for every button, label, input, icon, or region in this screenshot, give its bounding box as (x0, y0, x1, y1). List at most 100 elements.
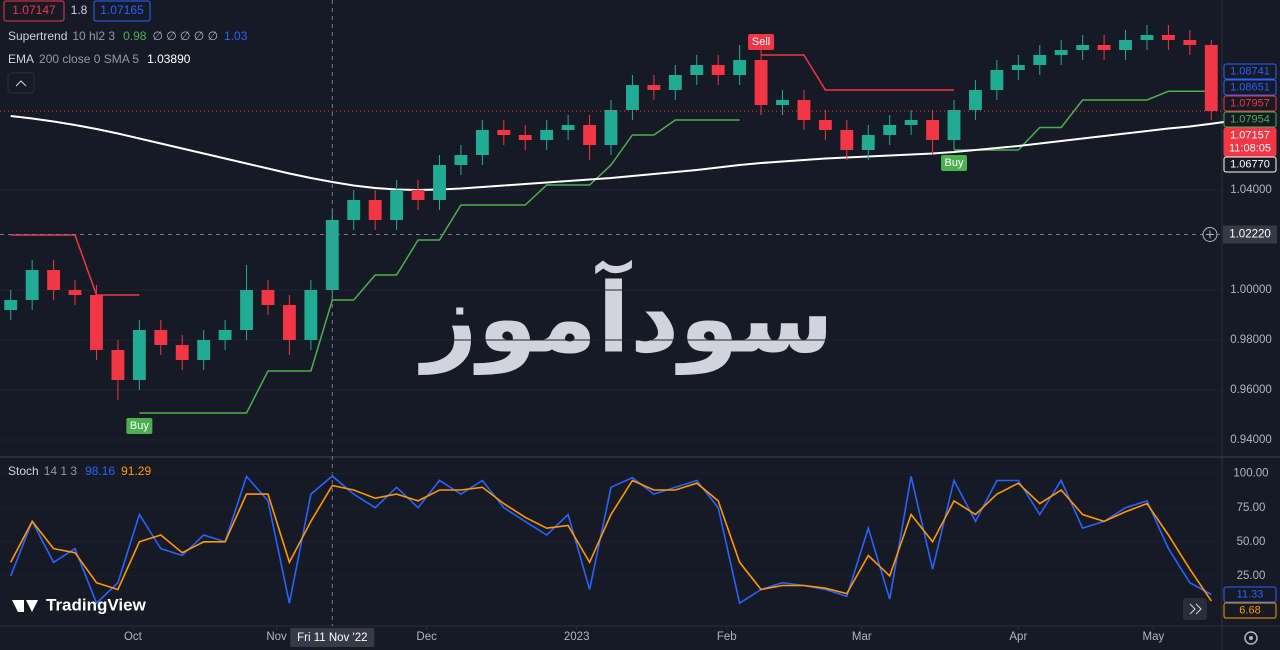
settings-icon-dot (1249, 636, 1253, 640)
legend-params: 10 hl2 3 (72, 29, 115, 43)
tv-logo (12, 600, 38, 612)
candle-body (1054, 50, 1068, 55)
x-tick-label: Apr (1009, 631, 1027, 643)
signal-label: Sell (752, 36, 770, 48)
x-tick-label: Mar (852, 631, 872, 643)
price-marker-label: 1.08741 (1230, 65, 1270, 77)
last-value-box (1223, 602, 1277, 619)
x-tick-label: Feb (717, 631, 737, 643)
crosshair-y-box (1223, 225, 1277, 244)
price-marker-label: 1.07954 (1230, 113, 1270, 125)
y-tick-label: 0.98000 (1230, 334, 1272, 346)
last-value-label: 11.33 (1237, 588, 1264, 600)
watermark-right: سود (630, 262, 834, 375)
price-marker (1223, 111, 1277, 128)
candle-body (604, 110, 618, 145)
candle-body (947, 110, 961, 140)
x-tick-label: Dec (416, 631, 437, 643)
y-tick-label: 1.04000 (1230, 184, 1272, 196)
candle-body (1204, 45, 1218, 111)
legend-value: 1.03 (224, 29, 248, 43)
candle-body (111, 350, 125, 380)
candle-body (969, 90, 982, 110)
candle-body (1011, 65, 1025, 70)
candle-body (411, 190, 425, 200)
y-tick-label: 25.00 (1237, 570, 1266, 582)
price-marker (1223, 156, 1277, 173)
x-tick-label: May (1143, 631, 1165, 643)
signal-badge (941, 155, 968, 171)
sell-price: 1.07147 (12, 3, 56, 17)
candle-body (47, 270, 61, 290)
supertrend-line (761, 54, 954, 91)
candle-body (861, 135, 875, 150)
sell-box[interactable] (3, 0, 65, 22)
price-marker (1223, 63, 1277, 80)
candle-body (261, 290, 275, 305)
candle-body (711, 65, 725, 75)
candle-body (240, 290, 253, 330)
candle-body (647, 85, 661, 90)
overlay-layer: 1.07147 1.8 1.07165 TradingView (3, 0, 1258, 645)
buy-price: 1.07165 (100, 3, 144, 17)
collapse-button[interactable] (7, 72, 35, 94)
candle-body (368, 200, 382, 220)
candle-body (540, 130, 554, 140)
y-tick-label: 1.00000 (1230, 284, 1272, 296)
signal-badge (748, 34, 775, 50)
candle-body (754, 60, 768, 105)
spread: 1.8 (71, 3, 88, 17)
x-tick-label: Oct (124, 631, 143, 643)
candle-body (1183, 40, 1197, 45)
candle-body (1097, 45, 1111, 50)
stoch-line (9, 474, 1212, 605)
settings-icon[interactable] (1244, 631, 1258, 645)
candle-body (347, 200, 361, 220)
candle-body (626, 85, 639, 110)
y-tick-label: 50.00 (1237, 536, 1266, 548)
candle-body (475, 130, 489, 155)
watermark-left: آموز (418, 259, 632, 375)
price-marker (1223, 79, 1277, 96)
y-tick-label: 0.94000 (1230, 434, 1272, 446)
candle-body (175, 345, 189, 360)
last-value-box (1223, 586, 1277, 603)
last-value-label: 6.68 (1239, 604, 1260, 616)
collapse-icon (15, 80, 27, 87)
candle-body (583, 125, 596, 145)
candle-body (904, 120, 918, 125)
supertrend-line (139, 119, 740, 414)
candle-body (304, 290, 318, 340)
watermark: آموز سود (418, 259, 834, 375)
crosshair-x-label: Fri 11 Nov '22 (297, 632, 367, 644)
y-tick-label: 100.00 (1233, 468, 1268, 480)
candle-body (1033, 55, 1047, 65)
candle-body (68, 290, 82, 295)
candle-body (690, 65, 704, 75)
legend-value: ∅ ∅ ∅ ∅ ∅ (152, 29, 218, 43)
candle-body (218, 330, 232, 340)
legend-name: EMA (8, 52, 34, 66)
candle-body (668, 75, 682, 90)
stoch-params: 14 1 3 (44, 464, 78, 478)
candle-body (282, 305, 296, 340)
candle-body (4, 300, 18, 310)
candle-body (818, 120, 832, 130)
legend-value: 1.03890 (147, 52, 191, 66)
price-marker-countdown: 11:08:05 (1229, 142, 1271, 154)
candle-body (990, 70, 1004, 90)
stoch-legend-value: 91.29 (121, 464, 151, 478)
buy-box[interactable] (93, 0, 151, 22)
candle-body (561, 125, 575, 130)
candle-body (733, 60, 747, 75)
x-tick-label: 2023 (564, 631, 590, 643)
candle-body (154, 330, 168, 345)
signal-label: Buy (130, 420, 149, 432)
price-marker (1223, 95, 1277, 112)
candle-body (926, 120, 940, 140)
candle-body (433, 165, 446, 200)
scroll-icon (1189, 603, 1202, 615)
